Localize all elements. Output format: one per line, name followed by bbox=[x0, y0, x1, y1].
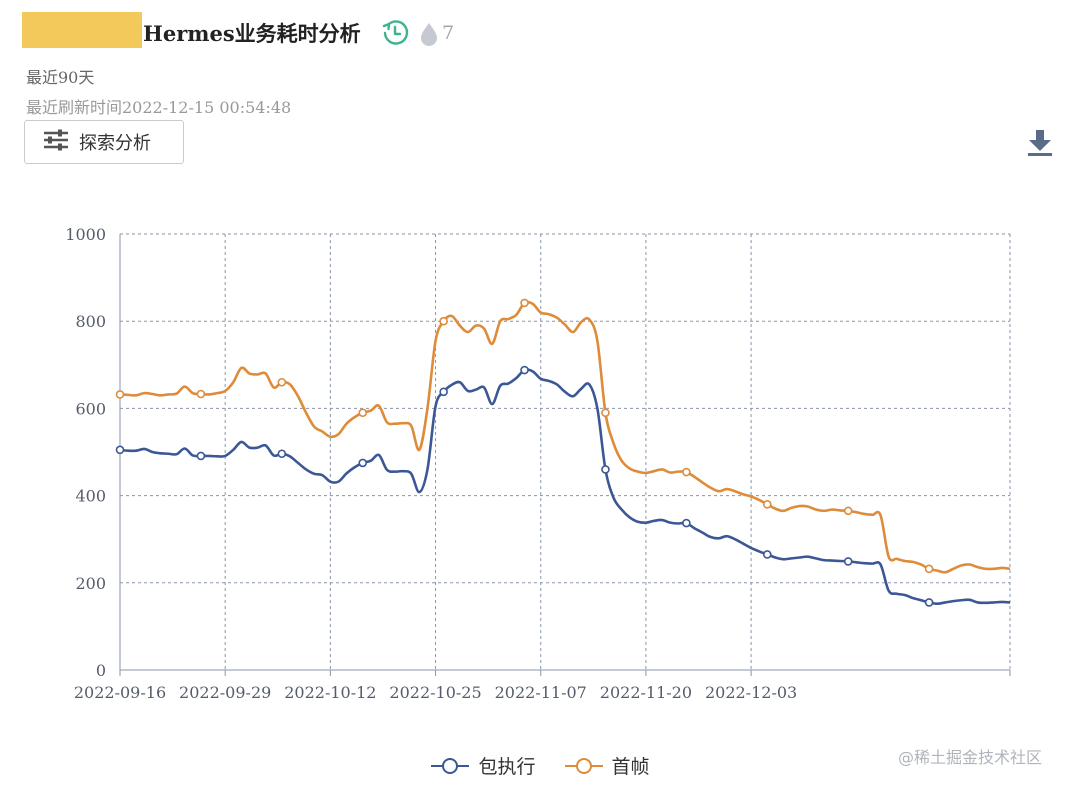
sliders-icon bbox=[43, 129, 69, 156]
redacted-block bbox=[22, 12, 142, 48]
series-line-1 bbox=[119, 368, 1011, 606]
page-title: Hermes业务耗时分析 bbox=[143, 21, 361, 46]
y-tick-label: 1000 bbox=[65, 225, 106, 244]
x-tick-label: 2022-11-20 bbox=[600, 683, 692, 702]
data-point-series-1 bbox=[520, 365, 529, 375]
data-point-series-1 bbox=[358, 458, 368, 468]
y-tick-label: 600 bbox=[75, 399, 106, 418]
data-point-series-1 bbox=[277, 449, 287, 459]
data-point-series-2 bbox=[762, 500, 772, 509]
data-point-series-2 bbox=[115, 390, 125, 399]
data-point-series-2 bbox=[358, 408, 368, 418]
legend-item-package-exec[interactable]: 包执行 bbox=[430, 752, 536, 779]
data-point-series-2 bbox=[601, 408, 610, 418]
data-point-series-1 bbox=[843, 557, 853, 566]
y-tick-label: 200 bbox=[75, 574, 106, 593]
view-count: 7 bbox=[442, 22, 455, 44]
explore-button-label: 探索分析 bbox=[79, 133, 151, 154]
legend-item-first-frame[interactable]: 首帧 bbox=[564, 752, 650, 779]
data-point-series-1 bbox=[196, 451, 206, 461]
download-icon[interactable] bbox=[1026, 128, 1054, 162]
series-line-2 bbox=[119, 300, 1011, 574]
legend-marker-series1 bbox=[431, 757, 470, 774]
time-range-label: 最近90天 bbox=[26, 68, 95, 87]
y-tick-label: 800 bbox=[75, 312, 106, 331]
x-tick-label: 2022-10-12 bbox=[284, 683, 376, 702]
x-tick-label: 2022-11-07 bbox=[495, 683, 587, 702]
data-point-series-2 bbox=[520, 298, 529, 308]
data-point-series-2 bbox=[924, 564, 934, 574]
explore-analysis-button[interactable]: 探索分析 bbox=[24, 120, 184, 164]
data-point-series-2 bbox=[843, 506, 853, 516]
x-tick-label: 2022-12-03 bbox=[705, 683, 797, 702]
x-tick-label: 2022-09-29 bbox=[179, 683, 271, 702]
history-icon[interactable] bbox=[380, 18, 410, 52]
site-watermark: @稀土掘金技术社区 bbox=[898, 748, 1043, 767]
data-point-series-1 bbox=[762, 550, 772, 559]
y-tick-label: 400 bbox=[75, 487, 106, 506]
legend-label-series2: 首帧 bbox=[611, 756, 650, 778]
data-point-series-2 bbox=[439, 316, 448, 326]
data-point-series-2 bbox=[277, 377, 287, 387]
chart-legend: 包执行 首帧 bbox=[0, 752, 1080, 779]
x-tick-label: 2022-09-16 bbox=[74, 683, 166, 702]
line-chart: 0 200 400 600 800 1000 2022-09-16 2022-09-29 202… bbox=[65, 225, 1011, 702]
fire-icon bbox=[420, 22, 438, 50]
refresh-time: 最近刷新时间2022-12-15 00:54:48 bbox=[26, 98, 292, 117]
legend-label-series1: 包执行 bbox=[478, 756, 536, 778]
data-point-series-1 bbox=[924, 598, 934, 607]
data-point-series-1 bbox=[601, 465, 610, 474]
data-point-series-2 bbox=[196, 389, 206, 399]
y-tick-label: 0 bbox=[96, 661, 106, 680]
legend-marker-series2 bbox=[564, 757, 603, 774]
data-point-series-1 bbox=[682, 518, 691, 528]
data-point-series-1 bbox=[439, 387, 448, 397]
data-point-series-2 bbox=[682, 467, 691, 477]
data-point-series-1 bbox=[115, 445, 125, 455]
x-tick-label: 2022-10-25 bbox=[389, 683, 481, 702]
